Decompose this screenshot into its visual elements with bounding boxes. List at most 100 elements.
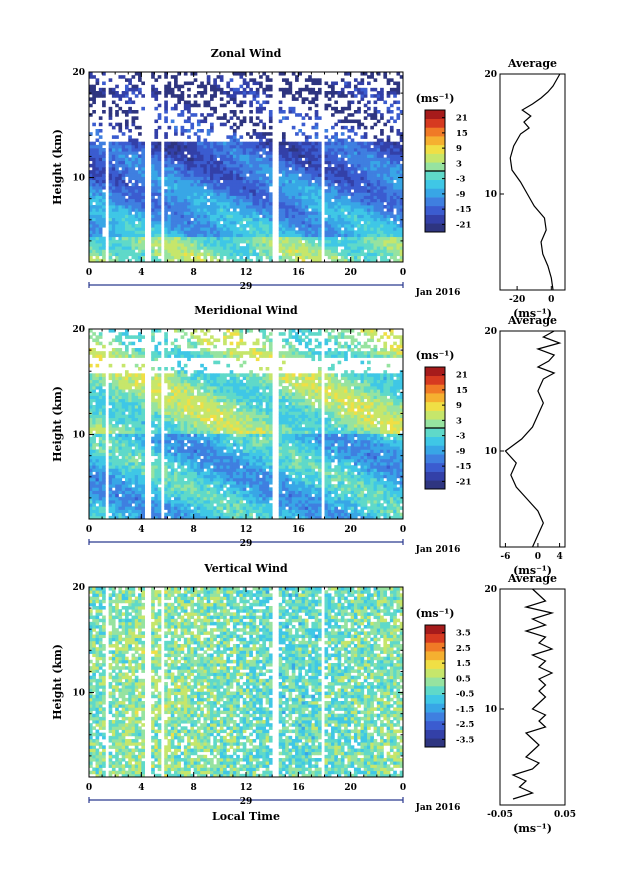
- heatmap-cell: [380, 151, 384, 155]
- heatmap-cell: [311, 192, 316, 196]
- heatmap-cell: [314, 94, 319, 98]
- heatmap-cell: [118, 389, 123, 393]
- heatmap-cell: [98, 424, 103, 428]
- heatmap-cell: [298, 176, 302, 181]
- heatmap-cell: [324, 227, 329, 231]
- heatmap-cell: [92, 122, 96, 127]
- heatmap-cell: [383, 163, 388, 168]
- heatmap-cell: [124, 455, 129, 460]
- heatmap-cell: [308, 173, 312, 177]
- heatmap-cell: [200, 243, 204, 247]
- heatmap-cell: [177, 97, 181, 101]
- heatmap-cell: [281, 189, 286, 193]
- heatmap-cell: [131, 198, 136, 203]
- heatmap-cell: [138, 249, 142, 253]
- heatmap-cell: [380, 208, 384, 212]
- heatmap-cell: [115, 465, 119, 469]
- heatmap-cell: [111, 208, 116, 212]
- heatmap-cell: [262, 233, 267, 238]
- heatmap-cell: [92, 487, 96, 491]
- heatmap-cell: [344, 167, 348, 171]
- heatmap-cell: [131, 427, 136, 431]
- heatmap-cell: [380, 224, 384, 228]
- heatmap-cell: [226, 182, 231, 187]
- heatmap-cell: [386, 249, 391, 253]
- heatmap-cell: [386, 189, 391, 193]
- heatmap-cell: [108, 157, 113, 162]
- heatmap-cell: [206, 217, 211, 222]
- heatmap-cell: [304, 170, 309, 174]
- heatmap-cell: [259, 170, 263, 174]
- heatmap-cell: [174, 249, 178, 253]
- heatmap-cell: [399, 195, 404, 200]
- heatmap-cell: [167, 252, 172, 257]
- heatmap-cell: [115, 427, 119, 431]
- heatmap-cell: [115, 490, 119, 495]
- heatmap-cell: [353, 236, 358, 241]
- heatmap-cell: [295, 75, 299, 79]
- heatmap-cell: [350, 255, 355, 260]
- heatmap-cell: [360, 243, 365, 247]
- heatmap-cell: [331, 167, 335, 171]
- heatmap-cell: [111, 500, 116, 504]
- heatmap-cell: [399, 75, 404, 79]
- heatmap-cell: [124, 414, 129, 419]
- heatmap-cell: [249, 217, 253, 222]
- heatmap-cell: [170, 252, 175, 257]
- heatmap-cell: [242, 246, 247, 250]
- heatmap-cell: [200, 230, 204, 234]
- heatmap-cell: [255, 192, 260, 196]
- heatmap-cell: [102, 91, 106, 95]
- heatmap-cell: [334, 176, 338, 181]
- heatmap-cell: [389, 78, 394, 82]
- heatmap-cell: [154, 433, 159, 438]
- heatmap-cell: [380, 160, 384, 165]
- heatmap-cell: [252, 122, 257, 127]
- heatmap-cell: [268, 173, 273, 177]
- heatmap-cell: [383, 148, 388, 152]
- heatmap-cell: [111, 151, 116, 155]
- heatmap-cell: [249, 243, 253, 247]
- heatmap-cell: [337, 227, 342, 231]
- heatmap-cell: [370, 151, 374, 155]
- heatmap-cell: [340, 163, 345, 168]
- heatmap-cell: [180, 97, 185, 101]
- heatmap-cell: [108, 493, 113, 498]
- heatmap-cell: [281, 78, 286, 82]
- heatmap-cell: [108, 500, 113, 504]
- heatmap-cell: [334, 148, 338, 152]
- heatmap-cell: [308, 163, 312, 168]
- heatmap-cell: [308, 201, 312, 206]
- heatmap-cell: [262, 236, 267, 241]
- heatmap-cell: [393, 154, 397, 158]
- heatmap-cell: [393, 239, 397, 244]
- heatmap-cell: [337, 258, 342, 263]
- heatmap-cell: [89, 424, 93, 428]
- heatmap-cell: [353, 176, 358, 181]
- heatmap-cell: [170, 255, 175, 260]
- heatmap-cell: [95, 452, 100, 457]
- heatmap-cell: [111, 490, 116, 495]
- heatmap-cell: [399, 208, 404, 212]
- heatmap-cell: [121, 205, 126, 209]
- heatmap-cell: [226, 173, 231, 177]
- heatmap-cell: [232, 135, 237, 139]
- heatmap-cell: [180, 214, 185, 219]
- heatmap-cell: [151, 211, 155, 215]
- heatmap-cell: [347, 258, 352, 263]
- heatmap-cell: [219, 78, 224, 82]
- heatmap-cell: [324, 154, 329, 158]
- heatmap-cell: [131, 217, 136, 222]
- heatmap-cell: [187, 148, 191, 152]
- heatmap-cell: [350, 129, 355, 133]
- heatmap-cell: [268, 230, 273, 234]
- heatmap-cell: [344, 170, 348, 174]
- heatmap-cell: [295, 163, 299, 168]
- heatmap-cell: [344, 208, 348, 212]
- heatmap-cell: [177, 246, 181, 250]
- heatmap-cell: [262, 148, 267, 152]
- heatmap-cell: [138, 484, 142, 488]
- heatmap-cell: [98, 198, 103, 203]
- heatmap-cell: [337, 151, 342, 155]
- heatmap-cell: [134, 116, 139, 120]
